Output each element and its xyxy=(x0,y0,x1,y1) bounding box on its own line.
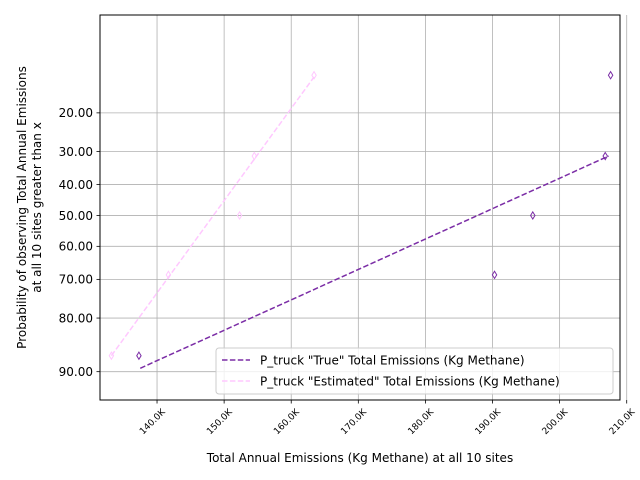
plot-series xyxy=(108,70,614,369)
y-tick-label: 30.00 xyxy=(59,145,93,159)
series-1-point xyxy=(251,151,258,161)
x-tick-label: 190.0K xyxy=(474,407,504,437)
legend-entry-true: P_truck "True" Total Emissions (Kg Metha… xyxy=(260,354,525,368)
legend-entry-estimated: P_truck "Estimated" Total Emissions (Kg … xyxy=(260,375,560,389)
series-0-point xyxy=(491,270,498,280)
x-tick-label: 200.0K xyxy=(541,407,571,437)
x-tick-label: 180.0K xyxy=(407,407,437,437)
y-tick-label: 70.00 xyxy=(59,273,93,287)
x-tick-label: 210.0K xyxy=(608,407,638,437)
series-0-point xyxy=(529,210,536,221)
x-tick-label: 170.0K xyxy=(339,407,369,437)
series-0-point xyxy=(607,70,614,80)
series-1-point xyxy=(165,270,172,280)
y-axis-label-line-1: Probability of observing Total Annual Em… xyxy=(15,66,29,349)
x-axis-label: Total Annual Emissions (Kg Methane) at a… xyxy=(206,451,513,465)
series-0-point xyxy=(602,151,609,161)
series-1-fit-line xyxy=(110,76,315,357)
series-0-point xyxy=(136,351,142,361)
series-1-point xyxy=(236,210,243,221)
x-tick-label: 160.0K xyxy=(272,407,302,437)
series-1-point xyxy=(311,70,317,80)
y-tick-label: 60.00 xyxy=(59,240,93,254)
series-0 xyxy=(136,70,614,369)
y-tick-label: 40.00 xyxy=(59,178,93,192)
grid xyxy=(100,15,628,400)
plot-frame xyxy=(99,14,621,401)
y-axis-label-line-2: at all 10 sites greater than x xyxy=(30,122,44,293)
y-tick-label: 50.00 xyxy=(59,209,93,223)
series-1-point xyxy=(108,351,115,361)
legend: P_truck "True" Total Emissions (Kg Metha… xyxy=(215,347,614,395)
y-tick-label: 80.00 xyxy=(59,311,93,325)
series-0-fit-line xyxy=(139,155,609,369)
legend-box xyxy=(215,347,614,395)
y-tick-label: 20.00 xyxy=(59,106,93,120)
x-tick-label: 140.0K xyxy=(138,407,168,437)
x-tick-label: 150.0K xyxy=(205,407,235,437)
series-1 xyxy=(108,70,317,361)
y-tick-label: 90.00 xyxy=(59,365,93,379)
